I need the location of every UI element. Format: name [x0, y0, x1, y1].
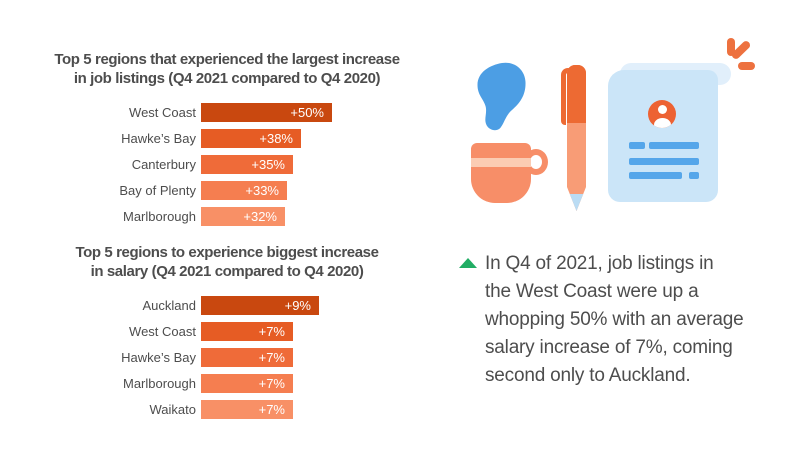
coffee-cup-stripe — [471, 158, 531, 167]
bar-category-label: Bay of Plenty — [119, 183, 196, 198]
bar: +32% — [201, 207, 285, 226]
bar-category-label: Hawke’s Bay — [121, 350, 196, 365]
bar-row: Marlborough +32% — [30, 207, 432, 226]
document-text-line — [629, 158, 699, 165]
bar: +33% — [201, 181, 287, 200]
chart-title-salary: Top 5 regions to experience biggest incr… — [75, 244, 379, 280]
bar-category-label: Marlborough — [123, 376, 196, 391]
pen-icon — [567, 65, 586, 187]
bar: +35% — [201, 155, 293, 174]
sparkle-dash-icon — [738, 62, 755, 70]
bar-category-label: Hawke’s Bay — [121, 131, 196, 146]
bar-row: Canterbury +35% — [30, 155, 432, 174]
document-text-line — [649, 142, 699, 149]
bar-value-label: +35% — [251, 157, 285, 172]
bar-value-label: +7% — [258, 402, 285, 417]
cv-document-icon — [608, 70, 718, 202]
bar: +7% — [201, 322, 293, 341]
desk-illustration — [450, 30, 785, 220]
bar-category-label: West Coast — [129, 324, 196, 339]
bar: +50% — [201, 103, 332, 122]
bar-value-label: +9% — [284, 298, 311, 313]
bar-category-label: Marlborough — [123, 209, 196, 224]
bar-value-label: +33% — [245, 183, 279, 198]
bar: +7% — [201, 374, 293, 393]
bar-category-label: Waikato — [149, 402, 196, 417]
bar-row: Hawke’s Bay +7% — [30, 348, 432, 367]
callout-text: In Q4 of 2021, job listings in the West … — [485, 253, 744, 386]
bar-chart-salary: Auckland +9% West Coast +7% Hawke’s Bay +7% Ma… — [30, 296, 432, 419]
pen-cap — [567, 65, 586, 123]
avatar-head — [657, 105, 667, 114]
bar: +7% — [201, 400, 293, 419]
up-triangle-icon — [459, 258, 477, 268]
bar-value-label: +7% — [258, 350, 285, 365]
avatar-icon — [648, 100, 676, 128]
bar-row: Hawke’s Bay +38% — [30, 129, 432, 148]
bar-category-label: Auckland — [142, 298, 196, 313]
bar-row: West Coast +50% — [30, 103, 432, 122]
document-text-line — [629, 142, 645, 149]
bar-row: Marlborough +7% — [30, 374, 432, 393]
document-text-line — [689, 172, 699, 179]
steam-blob-icon — [477, 62, 526, 131]
bar-value-label: +50% — [290, 105, 324, 120]
bar-category-label: Canterbury — [131, 157, 196, 172]
callout: In Q4 of 2021, job listings in the West … — [459, 250, 764, 390]
sparkle-dash-icon — [727, 38, 735, 56]
chart-title-job-listings: Top 5 regions that experienced the large… — [54, 51, 400, 87]
bar: +38% — [201, 129, 301, 148]
bar-row: Bay of Plenty +33% — [30, 181, 432, 200]
avatar-shoulders — [653, 118, 671, 128]
chart-job-listings: Top 5 regions that experienced the large… — [22, 50, 432, 233]
bar: +7% — [201, 348, 293, 367]
pen-tip-icon — [567, 187, 586, 211]
bar-value-label: +38% — [259, 131, 293, 146]
bar-value-label: +32% — [243, 209, 277, 224]
bar-value-label: +7% — [258, 324, 285, 339]
bar-category-label: West Coast — [129, 105, 196, 120]
document-text-line — [629, 172, 682, 179]
bar-row: Auckland +9% — [30, 296, 432, 315]
bar-row: Waikato +7% — [30, 400, 432, 419]
coffee-cup-icon — [471, 143, 531, 203]
chart-salary: Top 5 regions to experience biggest incr… — [22, 243, 432, 426]
bar-row: West Coast +7% — [30, 322, 432, 341]
bar-chart-job-listings: West Coast +50% Hawke’s Bay +38% Canterbury +… — [30, 103, 432, 226]
bar: +9% — [201, 296, 319, 315]
bar-value-label: +7% — [258, 376, 285, 391]
